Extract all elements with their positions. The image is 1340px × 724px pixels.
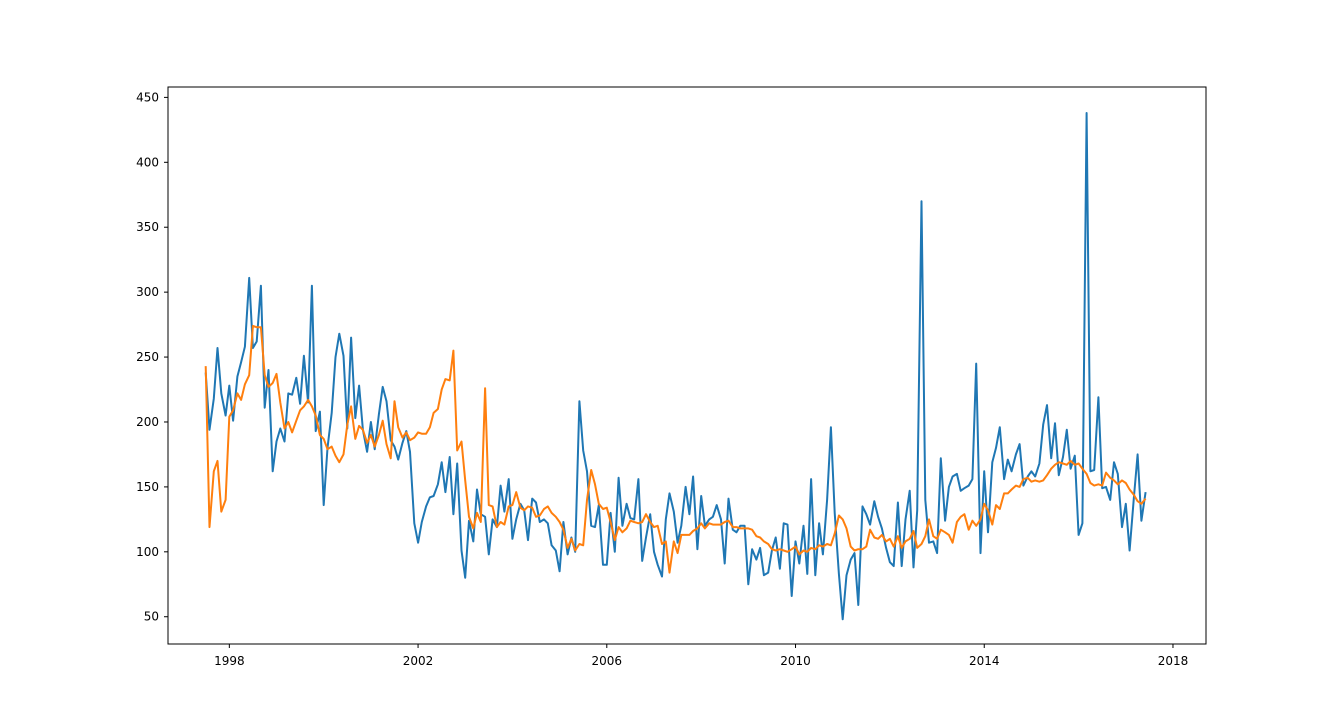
y-tick-label: 350 <box>136 220 159 234</box>
y-tick-label: 450 <box>136 90 159 104</box>
series-layer <box>204 112 1147 621</box>
y-axis: 50 100 150 200 250 300 350 400 450 <box>136 90 168 624</box>
y-tick-label: 50 <box>144 610 159 624</box>
x-axis: 1998 2002 2006 2010 2014 2018 <box>214 644 1188 668</box>
x-tick-label: 2002 <box>403 654 434 668</box>
x-tick-label: 2014 <box>969 654 1000 668</box>
x-tick-label: 1998 <box>214 654 245 668</box>
y-tick-label: 300 <box>136 285 159 299</box>
plot-frame <box>167 86 1207 645</box>
y-tick-label: 200 <box>136 415 159 429</box>
x-tick-label: 2018 <box>1158 654 1189 668</box>
y-tick-label: 400 <box>136 155 159 169</box>
y-tick-label: 100 <box>136 545 159 559</box>
x-tick-label: 2006 <box>592 654 623 668</box>
series-line-2 <box>204 324 1147 574</box>
y-tick-label: 250 <box>136 350 159 364</box>
y-tick-label: 150 <box>136 480 159 494</box>
x-tick-label: 2010 <box>780 654 811 668</box>
series-line-1 <box>204 112 1147 621</box>
